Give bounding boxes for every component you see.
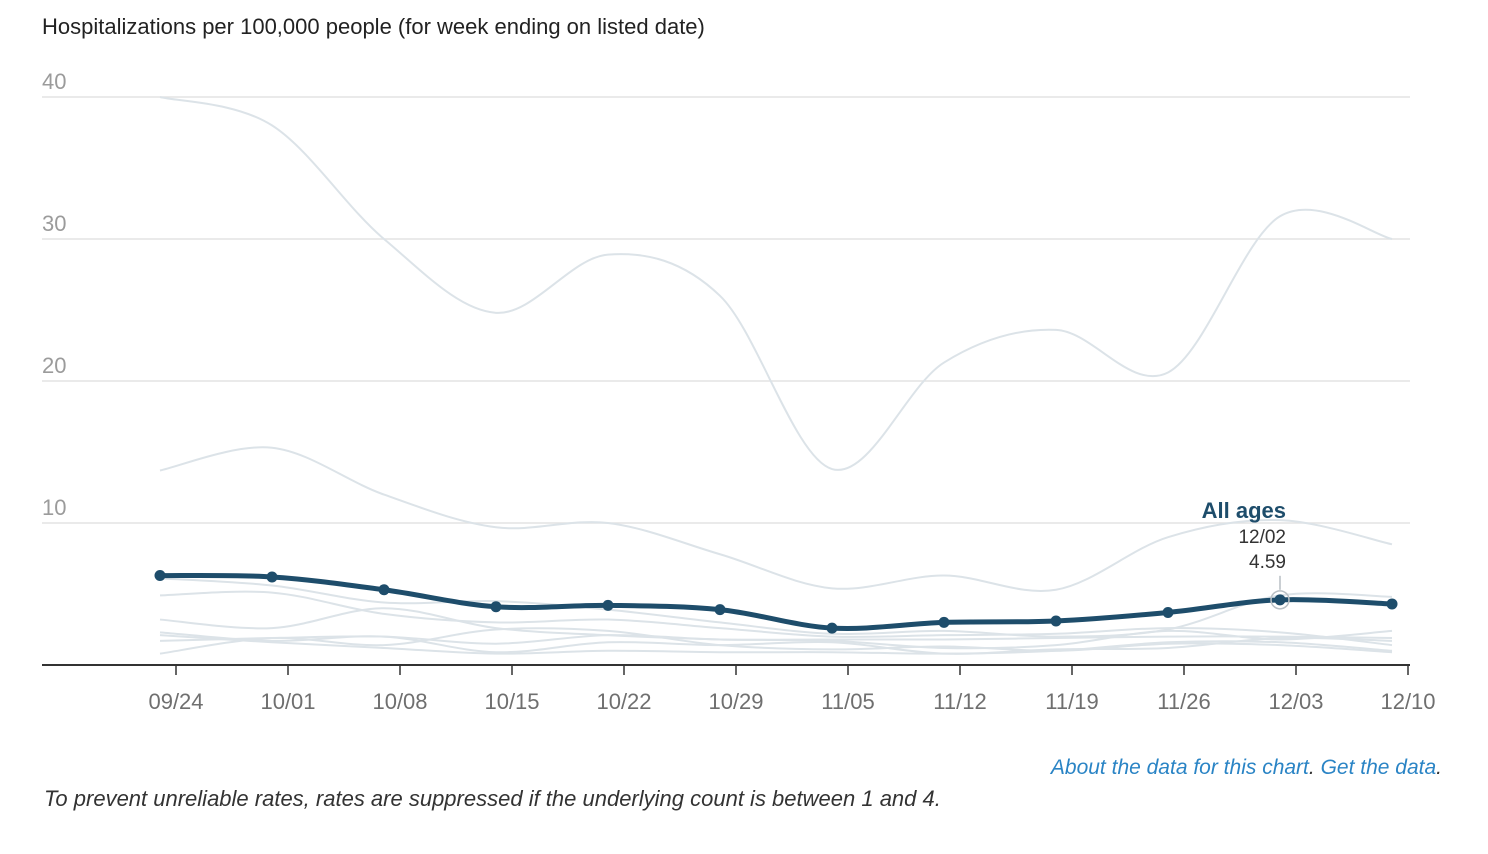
link-end: . <box>1436 756 1442 779</box>
x-tick-label: 11/12 <box>933 689 986 714</box>
x-tick-label: 09/24 <box>148 689 203 714</box>
x-tick-label: 10/22 <box>596 689 651 714</box>
y-tick-label: 20 <box>42 353 66 378</box>
chart-title: Hospitalizations per 100,000 people (for… <box>42 14 705 39</box>
series-line <box>159 590 1393 647</box>
x-tick-label: 10/01 <box>260 689 315 714</box>
data-point[interactable] <box>714 604 726 616</box>
x-tick-label: 12/03 <box>1268 689 1323 714</box>
highlight-series[interactable] <box>154 570 1398 634</box>
data-point[interactable] <box>1162 606 1174 618</box>
data-point[interactable] <box>154 570 166 582</box>
x-tick-label: 11/05 <box>821 689 874 714</box>
data-point[interactable] <box>826 622 838 634</box>
link-separator: . <box>1308 756 1321 779</box>
footnote: To prevent unreliable rates, rates are s… <box>44 786 941 811</box>
x-tick-label: 10/08 <box>372 689 427 714</box>
annotation-series-name: All ages <box>1202 498 1286 523</box>
series-line <box>159 634 1393 645</box>
annotation-date: 12/02 <box>1238 527 1286 548</box>
x-tick-label: 11/19 <box>1045 689 1098 714</box>
data-point[interactable] <box>1274 594 1286 606</box>
x-tick-label: 10/29 <box>708 689 763 714</box>
x-tick-label: 11/26 <box>1157 689 1210 714</box>
series-line-all-ages <box>157 572 1395 631</box>
data-point[interactable] <box>490 601 502 613</box>
x-axis: 09/24 10/01 10/08 10/15 10/22 10/29 11/05 11/12… <box>42 664 1436 714</box>
data-point-ring <box>1270 590 1290 610</box>
series-line <box>159 577 1393 638</box>
series-line <box>159 627 1393 655</box>
annotation: All ages 12/02 4.59 <box>1202 498 1286 590</box>
data-point[interactable] <box>378 584 390 596</box>
grid-lines <box>42 96 1410 524</box>
y-axis-ticks: 10 20 30 40 <box>42 69 66 520</box>
about-data-link[interactable]: About the data for this chart <box>1050 756 1309 779</box>
data-point[interactable] <box>938 616 950 628</box>
series-line <box>159 446 1393 592</box>
y-tick-label: 30 <box>42 211 66 236</box>
data-point[interactable] <box>1050 615 1062 627</box>
chart-links: About the data for this chart. Get the d… <box>1051 756 1442 780</box>
y-tick-label: 10 <box>42 495 66 520</box>
x-tick-label: 12/10 <box>1380 689 1435 714</box>
background-series <box>159 96 1393 655</box>
get-data-link[interactable]: Get the data <box>1320 756 1437 779</box>
series-line <box>159 96 1393 471</box>
series-line <box>159 634 1393 655</box>
annotation-value: 4.59 <box>1249 552 1286 573</box>
data-point[interactable] <box>266 571 278 583</box>
data-point[interactable] <box>602 599 614 611</box>
y-tick-label: 40 <box>42 69 66 94</box>
x-tick-label: 10/15 <box>484 689 539 714</box>
data-point[interactable] <box>1386 598 1398 610</box>
